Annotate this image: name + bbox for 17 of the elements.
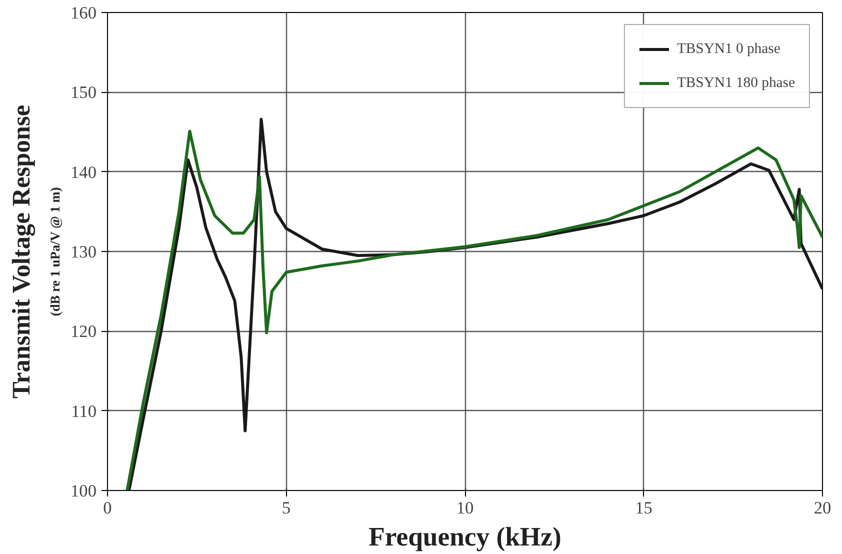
text: (dB re 1 uPa/V @ 1 m)	[48, 187, 62, 316]
y-tick-label: 130	[70, 242, 97, 262]
y-tick-label: 150	[70, 83, 97, 102]
y-axis-title: Transmit Voltage Response	[8, 104, 36, 399]
x-tick-label: 0	[103, 498, 112, 518]
legend-label: TBSYN1 180 phase	[676, 74, 795, 92]
x-tick-label: 5	[282, 498, 291, 518]
y-tick-label: 140	[70, 162, 97, 182]
x-tick-label: 15	[635, 498, 652, 518]
x-tick-label: 20	[814, 498, 832, 518]
legend-label: TBSYN1 0 phase	[676, 40, 780, 58]
y-tick-label: 120	[70, 322, 97, 342]
y-tick-label: 100	[70, 482, 97, 500]
x-tick-label: 10	[456, 498, 474, 518]
y-tick-label: 110	[71, 402, 97, 421]
y-tick-label: 160	[70, 4, 97, 22]
x-axis-title: Frequency (kHz)	[368, 522, 562, 552]
